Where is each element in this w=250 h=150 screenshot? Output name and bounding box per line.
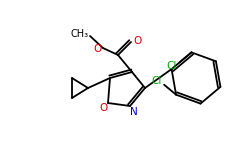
Text: O: O [94,44,102,54]
Text: O: O [133,36,141,46]
Text: N: N [130,107,138,117]
Text: O: O [99,103,107,113]
Text: Cl: Cl [151,76,161,86]
Text: Cl: Cl [166,61,177,71]
Text: CH₃: CH₃ [71,29,89,39]
